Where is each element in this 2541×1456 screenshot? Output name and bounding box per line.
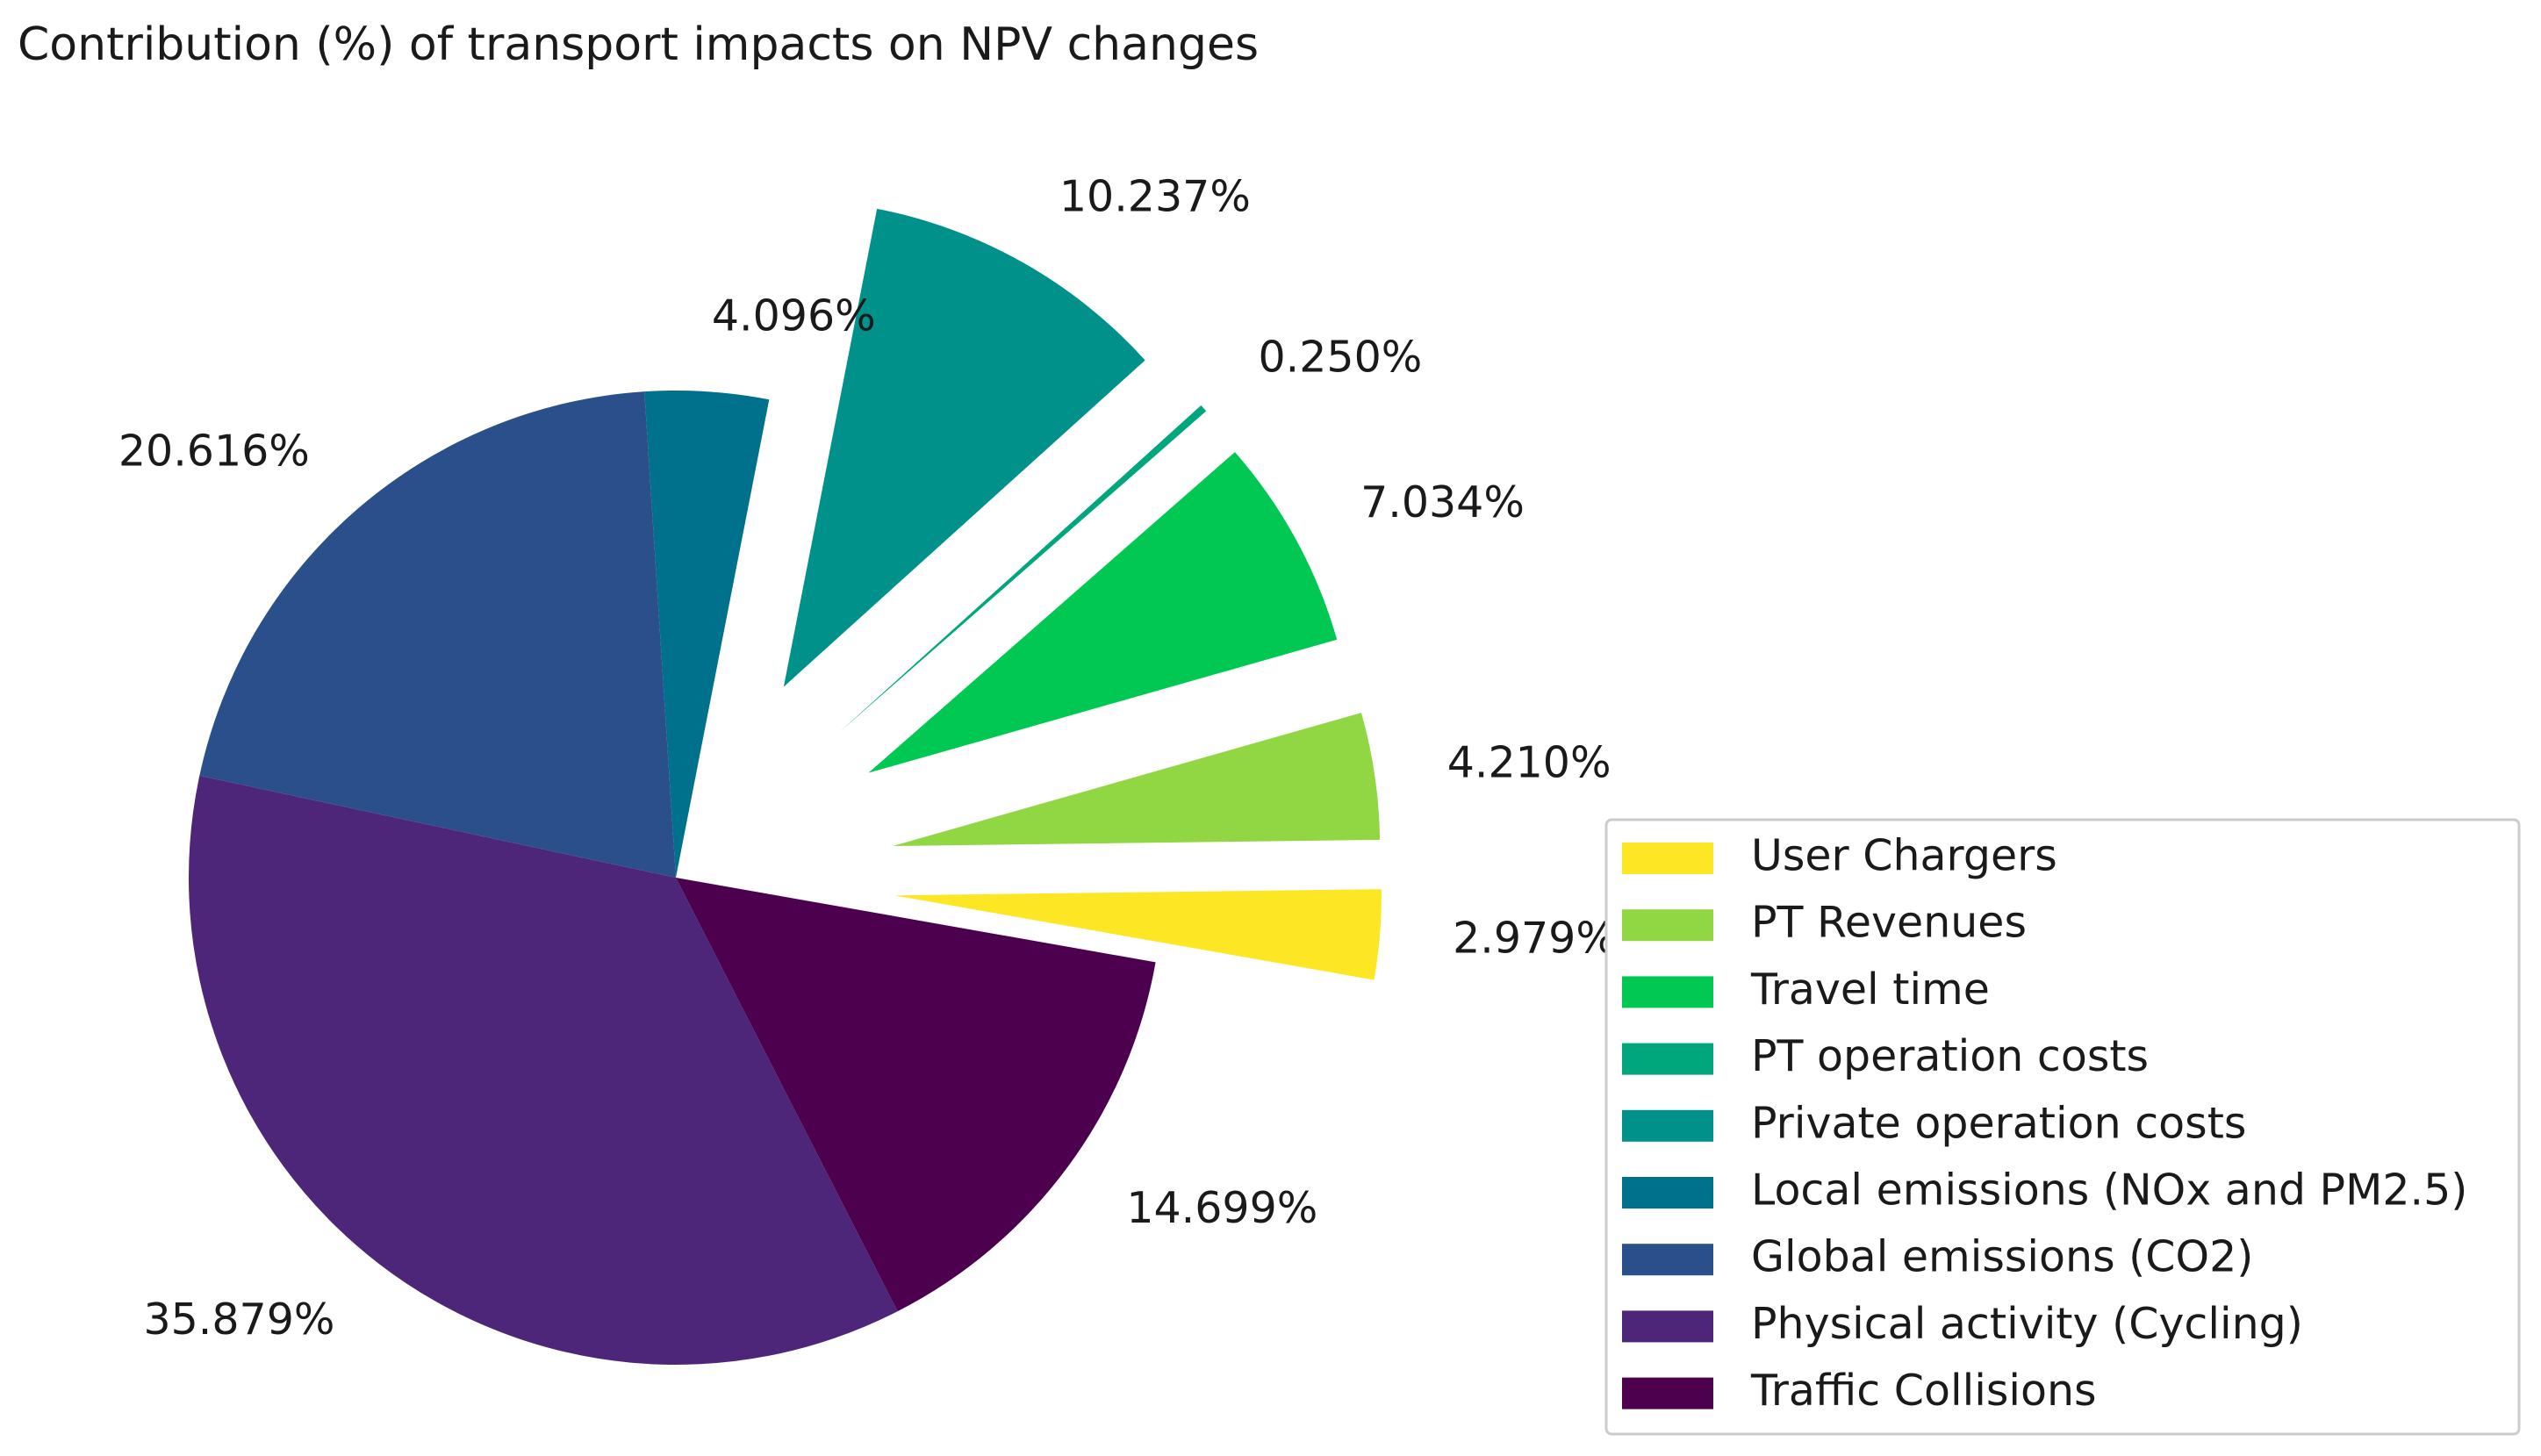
legend-label-travel-time: Travel time <box>1750 965 1990 1015</box>
pie-slice-pt-operation-costs <box>839 405 1207 733</box>
legend-frame <box>1604 818 2521 1436</box>
legend-label-local-emissions-nox-and-pm2-5: Local emissions (NOx and PM2.5) <box>1751 1166 2467 1216</box>
pct-label-pt-operation-costs: 0.250% <box>1259 332 1423 382</box>
legend-label-pt-revenues: PT Revenues <box>1751 898 2027 948</box>
pie-labels: 2.979% 4.210% 7.034% 0.250% 10.237% 4.096% 20.… <box>118 171 1617 1344</box>
legend-label-private-operation-costs: Private operation costs <box>1751 1098 2246 1148</box>
pct-label-local-emissions-nox-and-pm2-5: 4.096% <box>712 291 876 341</box>
legend-label-user-chargers: User Chargers <box>1751 831 2057 881</box>
legend-label-traffic-collisions: Traffic Collisions <box>1750 1366 2097 1416</box>
pie-slices <box>188 208 1382 1366</box>
pie-slice-private-operation-costs <box>783 208 1145 687</box>
pie-slice-traffic-collisions <box>676 878 1156 1312</box>
pie-slice-user-chargers <box>894 889 1382 980</box>
legend-swatch-local-emissions-nox-and-pm2-5 <box>1622 1177 1713 1209</box>
legend-swatch-physical-activity-cycling <box>1622 1310 1713 1343</box>
legend-swatch-pt-revenues <box>1622 909 1713 942</box>
pie-slice-physical-activity-cycling <box>188 775 898 1366</box>
legend-swatch-global-emissions-co2 <box>1622 1244 1713 1276</box>
legend: User Chargers PT Revenues Travel time PT op… <box>1604 818 2521 1436</box>
pct-label-physical-activity-cycling: 35.879% <box>143 1295 334 1345</box>
pie-slice-global-emissions-co2 <box>199 391 677 878</box>
legend-swatch-pt-operation-costs <box>1622 1043 1713 1075</box>
legend-label-global-emissions-co2: Global emissions (CO2) <box>1751 1232 2253 1282</box>
pct-label-pt-revenues: 4.210% <box>1447 737 1611 787</box>
pct-label-global-emissions-co2: 20.616% <box>118 426 310 476</box>
legend-swatch-private-operation-costs <box>1622 1109 1713 1142</box>
pct-label-private-operation-costs: 10.237% <box>1059 171 1251 221</box>
legend-label-pt-operation-costs: PT operation costs <box>1751 1031 2149 1081</box>
legend-label-physical-activity-cycling: Physical activity (Cycling) <box>1751 1299 2303 1349</box>
pct-label-travel-time: 7.034% <box>1360 477 1525 527</box>
pct-label-user-chargers: 2.979% <box>1453 913 1617 963</box>
legend-swatch-travel-time <box>1622 976 1713 1008</box>
pie-slice-local-emissions-nox-and-pm2-5 <box>644 391 770 878</box>
pct-label-traffic-collisions: 14.699% <box>1126 1183 1317 1233</box>
chart-title: Contribution (%) of transport impacts on… <box>18 18 1259 71</box>
pie-slice-travel-time <box>868 452 1338 773</box>
pie-slice-pt-revenues <box>893 713 1381 846</box>
legend-swatch-user-chargers <box>1622 843 1713 874</box>
legend-swatch-traffic-collisions <box>1622 1377 1713 1409</box>
